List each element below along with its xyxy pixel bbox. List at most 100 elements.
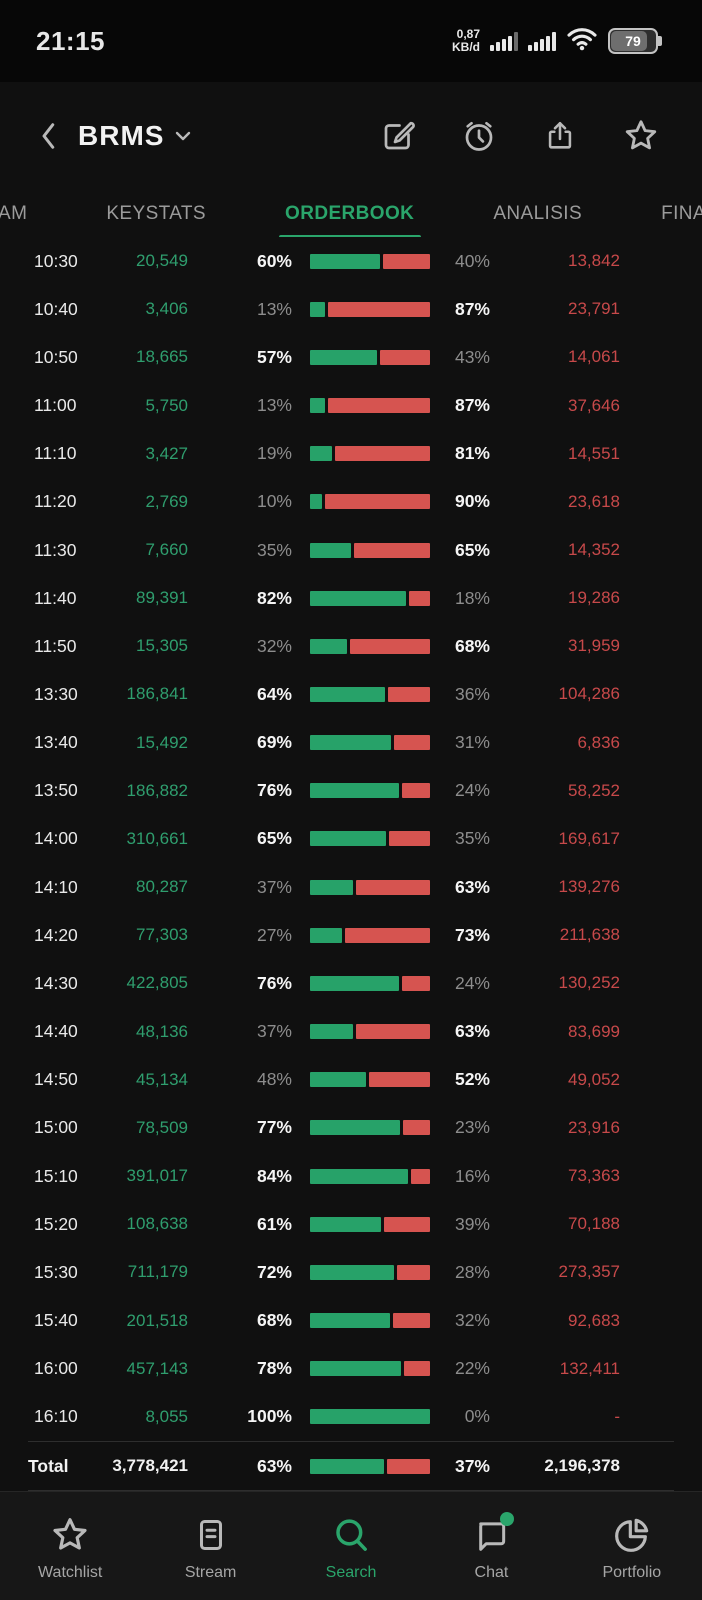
buy-bar-segment xyxy=(310,349,377,365)
buy-percent: 10% xyxy=(256,491,292,512)
buy-sell-bar xyxy=(310,1120,430,1136)
star-icon[interactable] xyxy=(622,117,660,155)
time-cell: 14:30 xyxy=(34,972,78,993)
buy-percent: 77% xyxy=(256,1117,292,1138)
time-cell: 11:10 xyxy=(34,443,77,464)
buy-volume: 48,136 xyxy=(136,1021,188,1041)
buy-volume: 45,134 xyxy=(136,1069,188,1089)
nav-stream[interactable]: Stream xyxy=(140,1492,280,1600)
buy-bar-segment xyxy=(310,1168,409,1184)
nav-search[interactable]: Search xyxy=(281,1492,421,1600)
buy-volume: 5,750 xyxy=(145,395,188,415)
buy-percent: 64% xyxy=(256,683,292,704)
buy-volume: 201,518 xyxy=(126,1310,188,1330)
orderbook-row: 14:20 77,303 27% 73% 211,638 xyxy=(0,911,702,959)
buy-sell-bar xyxy=(310,1409,430,1425)
sell-bar-segment xyxy=(401,783,430,799)
sell-percent: 18% xyxy=(454,587,490,608)
buy-percent: 76% xyxy=(256,780,292,801)
orderbook-row: 16:00 457,143 78% 22% 132,411 xyxy=(0,1345,702,1393)
sell-percent: 81% xyxy=(454,443,490,464)
sell-volume: 23,618 xyxy=(568,491,620,511)
chevron-down-icon xyxy=(176,131,191,141)
sell-percent: 65% xyxy=(454,539,490,560)
buy-sell-bar xyxy=(310,590,430,606)
sell-volume: 104,286 xyxy=(558,684,620,704)
buy-sell-bar xyxy=(310,494,430,510)
buy-volume: 310,661 xyxy=(126,828,188,848)
sell-bar-segment xyxy=(383,253,430,269)
sell-bar-segment xyxy=(335,446,430,462)
buy-percent: 68% xyxy=(256,1310,292,1331)
tab-orderbook[interactable]: ORDERBOOK xyxy=(283,193,416,235)
buy-percent: 19% xyxy=(256,443,292,464)
time-cell: 13:40 xyxy=(34,732,78,753)
buy-sell-bar xyxy=(310,301,430,317)
sell-volume: 132,411 xyxy=(559,1358,620,1378)
orderbook-row: 13:40 15,492 69% 31% 6,836 xyxy=(0,719,702,767)
edit-icon[interactable] xyxy=(379,117,417,155)
sell-percent: 73% xyxy=(454,924,490,945)
buy-bar-segment xyxy=(310,398,326,414)
sell-percent: 87% xyxy=(454,395,490,416)
time-cell: 16:00 xyxy=(34,1358,78,1379)
buy-sell-bar xyxy=(310,1458,430,1474)
sell-percent: 43% xyxy=(454,346,490,367)
buy-sell-bar xyxy=(310,1264,430,1280)
sell-percent: 40% xyxy=(454,250,490,271)
nav-label: Watchlist xyxy=(38,1563,103,1581)
buy-bar-segment xyxy=(310,1458,384,1474)
orderbook-row: 11:40 89,391 82% 18% 19,286 xyxy=(0,574,702,622)
nav-portfolio[interactable]: Portfolio xyxy=(562,1492,702,1600)
back-button[interactable] xyxy=(34,121,64,151)
sell-volume: 169,617 xyxy=(558,828,620,848)
orderbook-row: 13:30 186,841 64% 36% 104,286 xyxy=(0,670,702,718)
buy-percent: 37% xyxy=(256,1021,292,1042)
orderbook-row: 10:30 20,549 60% 40% 13,842 xyxy=(0,237,702,285)
buy-volume: 18,665 xyxy=(136,347,188,367)
orderbook-row: 16:10 8,055 100% 0% - xyxy=(0,1393,702,1441)
share-icon[interactable] xyxy=(541,117,579,155)
symbol-selector[interactable]: BRMS xyxy=(78,120,192,152)
buy-sell-bar xyxy=(310,1168,430,1184)
nav-watchlist[interactable]: Watchlist xyxy=(0,1492,140,1600)
buy-bar-segment xyxy=(310,542,351,558)
buy-bar-segment xyxy=(310,831,387,847)
buy-bar-segment xyxy=(310,879,354,895)
tab-keystats[interactable]: KEYSTATS xyxy=(106,202,206,224)
sell-volume: 23,916 xyxy=(568,1117,620,1137)
buy-sell-bar xyxy=(310,1313,430,1329)
orderbook-row: 14:30 422,805 76% 24% 130,252 xyxy=(0,959,702,1007)
buy-bar-segment xyxy=(310,1313,390,1329)
buy-volume: 3,778,421 xyxy=(112,1456,188,1475)
time-cell: 11:20 xyxy=(34,491,77,512)
buy-percent: 69% xyxy=(256,732,292,753)
time-cell: 14:20 xyxy=(34,924,78,945)
tab-stream[interactable]: AM xyxy=(0,202,28,224)
buy-volume: 108,638 xyxy=(126,1214,188,1234)
buy-bar-segment xyxy=(310,735,391,751)
status-bar: 21:15 0,87 KB/d 79 xyxy=(0,0,702,82)
time-cell: 14:50 xyxy=(34,1069,78,1090)
alarm-icon[interactable] xyxy=(460,117,498,155)
buy-volume: 2,769 xyxy=(145,491,188,511)
sell-volume: 14,551 xyxy=(568,443,620,463)
buy-sell-bar xyxy=(310,446,430,462)
sell-percent: 22% xyxy=(454,1358,490,1379)
buy-percent: 57% xyxy=(256,346,292,367)
battery-icon: 79 xyxy=(608,28,662,54)
sell-bar-segment xyxy=(356,879,430,895)
buy-bar-segment xyxy=(310,253,381,269)
sell-bar-segment xyxy=(384,1216,430,1232)
sell-volume: 49,052 xyxy=(568,1069,620,1089)
buy-percent: 48% xyxy=(256,1069,292,1090)
buy-bar-segment xyxy=(310,927,342,943)
buy-volume: 391,017 xyxy=(126,1166,188,1186)
tab-analisis[interactable]: ANALISIS xyxy=(493,202,583,224)
orderbook-row: 11:50 15,305 32% 68% 31,959 xyxy=(0,622,702,670)
time-cell: 15:40 xyxy=(34,1310,78,1331)
nav-chat[interactable]: Chat xyxy=(421,1492,561,1600)
orderbook-row: 14:50 45,134 48% 52% 49,052 xyxy=(0,1056,702,1104)
buy-volume: 15,492 xyxy=(136,732,188,752)
tab-financial[interactable]: FINA xyxy=(661,202,702,224)
